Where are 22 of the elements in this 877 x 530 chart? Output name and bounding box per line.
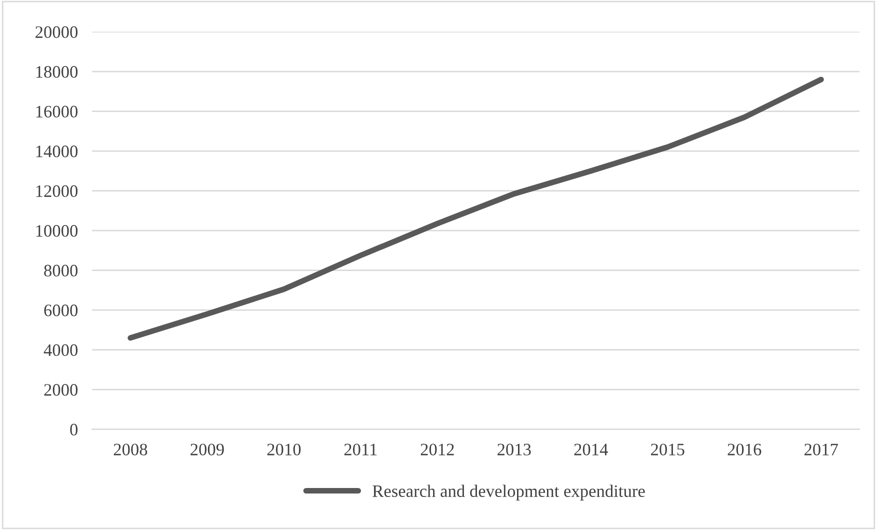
x-tick-label: 2017 <box>804 444 838 456</box>
y-tick-label: 18000 <box>36 66 78 78</box>
x-tick-label: 2013 <box>498 444 531 456</box>
x-tick-label: 2011 <box>344 444 377 456</box>
x-tick-label: 2010 <box>267 444 301 456</box>
x-tick-label: 2015 <box>651 444 684 456</box>
y-tick-label: 4000 <box>44 344 78 356</box>
x-tick-label: 2012 <box>420 444 454 456</box>
y-tick-label: 16000 <box>36 106 78 118</box>
x-tick-label: 2016 <box>728 444 762 456</box>
y-tick-label: 2000 <box>44 384 78 396</box>
y-tick-label: 10000 <box>36 225 78 237</box>
y-tick-label: 20000 <box>36 26 78 38</box>
y-tick-label: 0 <box>70 424 78 436</box>
y-tick-label: 6000 <box>44 304 78 316</box>
y-tick-label: 14000 <box>36 146 78 158</box>
legend-label: Research and development expenditure <box>372 484 645 501</box>
x-tick-label: 2009 <box>190 444 224 456</box>
y-tick-label: 8000 <box>44 264 78 276</box>
x-tick-label: 2014 <box>574 444 608 456</box>
y-tick-label: 12000 <box>36 185 78 197</box>
x-tick-label: 2008 <box>114 444 148 456</box>
